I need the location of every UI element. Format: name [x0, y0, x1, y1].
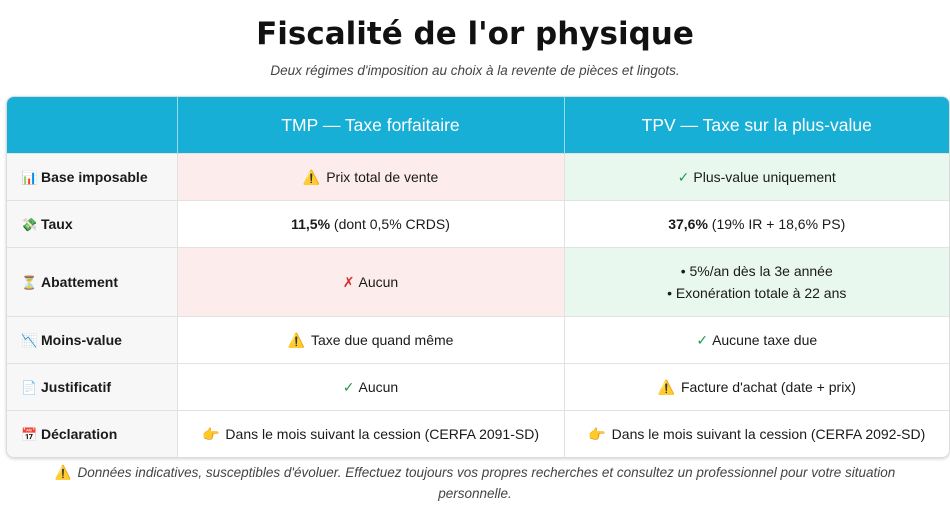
- calendar-icon: 📅: [21, 426, 38, 442]
- row-label-base-imposable: 📊 Base imposable: [7, 153, 178, 201]
- row-label-justificatif: 📄 Justificatif: [7, 363, 178, 411]
- check-icon: ✓: [696, 331, 709, 348]
- row-label-taux: 💸 Taux: [7, 200, 178, 248]
- table-row: 📄 Justificatif ✓ Aucun ⚠️ Facture d'achat (…: [7, 363, 949, 411]
- cell-text: (dont 0,5% CRDS): [330, 216, 450, 232]
- row-label-text: Justificatif: [41, 378, 112, 395]
- cell-text: Aucune taxe due: [712, 331, 818, 348]
- tpv-cell-abattement: • 5%/an dès la 3e année • Exonération to…: [564, 247, 949, 317]
- tmp-cell-abattement: ✗ Aucun: [177, 247, 565, 317]
- pointing-hand-icon: 👉: [588, 425, 606, 442]
- tpv-cell-taux: 37,6% (19% IR + 18,6% PS): [564, 200, 949, 248]
- rate-value: 37,6%: [668, 216, 708, 232]
- tmp-cell-moins-value: ⚠️ Taxe due quand même: [177, 316, 565, 364]
- cell-text: Taxe due quand même: [311, 331, 454, 348]
- tpv-cell-moins-value: ✓ Aucune taxe due: [564, 316, 949, 364]
- row-label-text: Abattement: [41, 273, 119, 290]
- table-row: ⏳ Abattement ✗ Aucun • 5%/an dès la 3e ann…: [7, 247, 949, 317]
- header-tpv: TPV — Taxe sur la plus-value: [564, 97, 949, 154]
- cross-icon: ✗: [342, 273, 355, 290]
- tpv-cell-justificatif: ⚠️ Facture d'achat (date + prix): [564, 363, 949, 411]
- warning-icon: ⚠️: [287, 331, 305, 348]
- cell-text: Prix total de vente: [326, 168, 439, 185]
- warning-icon: ⚠️: [302, 168, 321, 185]
- table-row: 📅 Déclaration 👉 Dans le mois suivant la ce…: [7, 410, 949, 457]
- header-empty: [7, 97, 178, 154]
- table-row: 📉 Moins-value ⚠️ Taxe due quand même ✓ Aucu…: [7, 316, 949, 364]
- cell-text: Aucun: [358, 273, 399, 290]
- row-label-abattement: ⏳ Abattement: [7, 247, 178, 317]
- disclaimer-footnote: ⚠️ Données indicatives, susceptibles d'év…: [30, 462, 920, 504]
- warning-icon: ⚠️: [54, 465, 72, 480]
- row-label-moins-value: 📉 Moins-value: [7, 316, 178, 364]
- table-header-row: TMP — Taxe forfaitaire TPV — Taxe sur la…: [7, 97, 949, 154]
- cell-text: Dans le mois suivant la cession (CERFA 2…: [225, 425, 539, 442]
- check-icon: ✓: [677, 168, 690, 185]
- tmp-cell-declaration: 👉 Dans le mois suivant la cession (CERFA …: [177, 410, 565, 457]
- table-row: 📊 Base imposable ⚠️ Prix total de vente ✓ P…: [7, 153, 949, 201]
- chart-down-icon: 📉: [21, 332, 38, 348]
- tpv-cell-base-imposable: ✓ Plus-value uniquement: [564, 153, 949, 201]
- check-icon: ✓: [342, 378, 355, 395]
- comparison-table: TMP — Taxe forfaitaire TPV — Taxe sur la…: [6, 96, 950, 458]
- table-row: 💸 Taux 11,5% (dont 0,5% CRDS) 37,6% (19% …: [7, 200, 949, 248]
- cell-text: Dans le mois suivant la cession (CERFA 2…: [611, 425, 926, 442]
- tmp-cell-taux: 11,5% (dont 0,5% CRDS): [177, 200, 565, 248]
- bullet-item: • Exonération totale à 22 ans: [667, 285, 847, 301]
- cell-text: (19% IR + 18,6% PS): [707, 216, 846, 232]
- warning-icon: ⚠️: [657, 378, 675, 395]
- rate-value: 11,5%: [291, 216, 331, 232]
- bullet-item: • 5%/an dès la 3e année: [680, 263, 833, 279]
- hourglass-icon: ⏳: [21, 274, 38, 290]
- disclaimer-text: Données indicatives, susceptibles d'évol…: [77, 465, 896, 501]
- pointing-hand-icon: 👉: [201, 425, 220, 442]
- row-label-text: Moins-value: [41, 331, 122, 348]
- tmp-cell-justificatif: ✓ Aucun: [177, 363, 565, 411]
- page-title: Fiscalité de l'or physique: [256, 16, 694, 52]
- cell-text: Facture d'achat (date + prix): [680, 378, 856, 395]
- row-label-text: Taux: [41, 215, 73, 232]
- bar-chart-icon: 📊: [21, 169, 38, 185]
- row-label-declaration: 📅 Déclaration: [7, 410, 178, 457]
- row-label-text: Déclaration: [41, 425, 118, 442]
- tmp-cell-base-imposable: ⚠️ Prix total de vente: [177, 153, 565, 201]
- money-wings-icon: 💸: [21, 216, 38, 232]
- cell-text: Plus-value uniquement: [693, 168, 836, 185]
- header-tmp: TMP — Taxe forfaitaire: [177, 97, 565, 154]
- page-subtitle: Deux régimes d'imposition au choix à la …: [270, 63, 680, 78]
- tpv-cell-declaration: 👉 Dans le mois suivant la cession (CERFA …: [564, 410, 949, 457]
- row-label-text: Base imposable: [41, 168, 148, 185]
- cell-text: Aucun: [358, 378, 399, 395]
- document-icon: 📄: [21, 379, 38, 395]
